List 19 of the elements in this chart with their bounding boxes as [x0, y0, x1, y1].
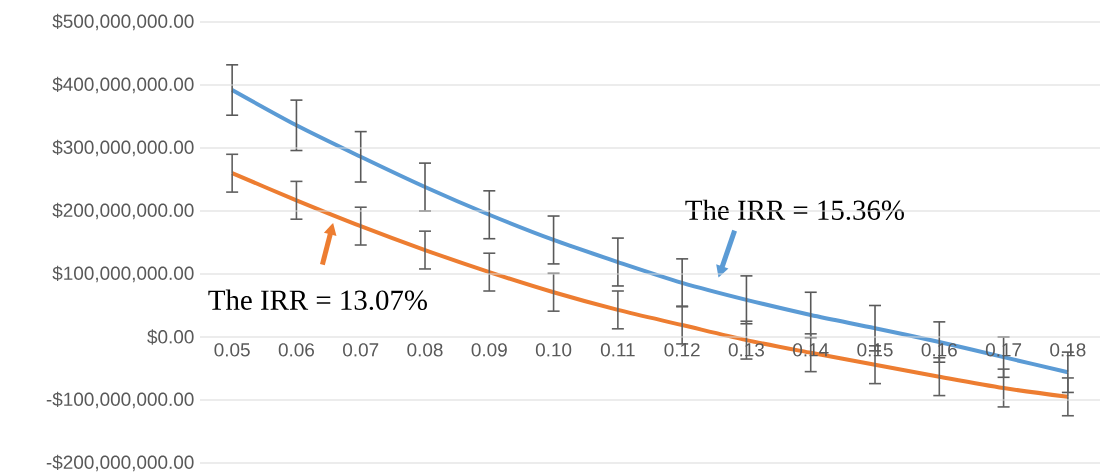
- y-tick-label: $300,000,000.00: [52, 140, 194, 157]
- x-tick-label: 0.18: [1050, 343, 1086, 357]
- annotation: The IRR = 13.07%: [208, 289, 427, 311]
- y-tick-label: -$100,000,000.00: [46, 392, 194, 409]
- x-tick-label: 0.06: [278, 343, 315, 357]
- x-tick-label: 0.07: [343, 343, 379, 357]
- y-tick-label: $200,000,000.00: [52, 203, 194, 220]
- x-tick-label: 0.08: [407, 343, 443, 357]
- annotation: The IRR = 15.36%: [685, 199, 904, 221]
- y-tick-label: $400,000,000.00: [52, 77, 194, 94]
- y-tick-label: $0.00: [147, 329, 194, 345]
- x-tick-label: 0.05: [214, 343, 250, 357]
- x-tick-label: 0.12: [664, 343, 700, 357]
- x-tick-label: 0.11: [600, 343, 635, 357]
- y-tick-label: $100,000,000.00: [52, 266, 194, 283]
- y-tick-label: $500,000,000.00: [52, 14, 194, 31]
- y-tick-label: -$200,000,000.00: [46, 455, 194, 472]
- x-tick-label: 0.09: [471, 343, 507, 357]
- x-tick-label: 0.10: [535, 343, 572, 357]
